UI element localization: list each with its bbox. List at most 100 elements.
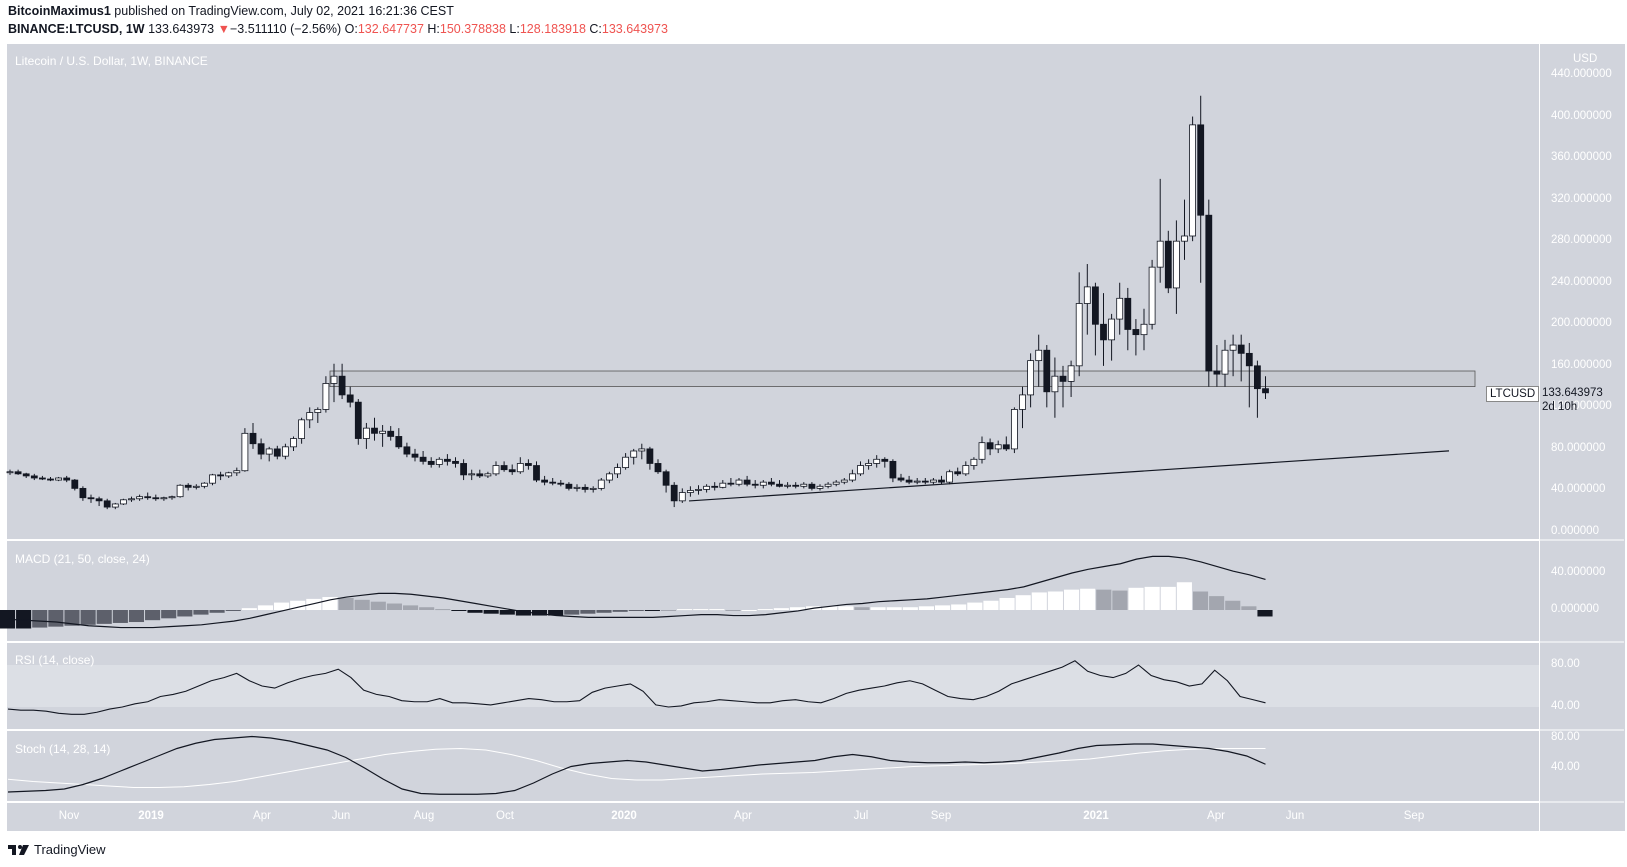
macd-bar (983, 600, 999, 610)
macd-bar (451, 610, 467, 611)
footer-brand[interactable]: TradingView (8, 842, 106, 857)
price-tick-label: 320.000000 (1551, 192, 1612, 205)
candle-up (1051, 375, 1059, 393)
macd-bar (951, 604, 967, 610)
candle-up (832, 481, 840, 485)
candle-up (6, 471, 14, 474)
macd-bar (693, 609, 709, 611)
candle-down (986, 442, 994, 450)
time-tick-label: Sep (930, 810, 952, 822)
candle-up (233, 470, 241, 474)
stoch-tick-label: 40.00 (1551, 761, 1580, 773)
macd-bar (596, 610, 612, 613)
candle-up (225, 472, 233, 477)
candle-down (257, 443, 265, 455)
candle-up (994, 444, 1002, 450)
macd-bar (1080, 588, 1096, 610)
candle-up (784, 484, 791, 487)
candle-up (379, 430, 387, 434)
candle-down (249, 432, 257, 445)
candle-up (265, 448, 273, 455)
candle-up (1140, 323, 1148, 336)
rsi-title: RSI (14, close) (15, 653, 95, 667)
candle-down (103, 500, 111, 508)
time-tick-label: Nov (58, 810, 80, 822)
candle-up (120, 499, 127, 505)
candle-down (395, 436, 403, 448)
author-name[interactable]: BitcoinMaximus1 (8, 4, 111, 18)
candle-down (662, 471, 670, 486)
macd-bar (1176, 582, 1192, 610)
candle-down (371, 427, 378, 434)
macd-histogram (0, 582, 1273, 629)
time-axis[interactable] (7, 803, 1539, 831)
candle-up (735, 479, 743, 485)
price-panel[interactable] (7, 44, 1539, 539)
macd-bar (789, 607, 806, 610)
macd-bar (548, 610, 564, 616)
macd-bar (435, 609, 451, 611)
macd-bar (1225, 600, 1241, 610)
low-label: L: (509, 22, 520, 36)
candle-down (39, 477, 46, 480)
macd-bar (1063, 589, 1080, 610)
candle-up (330, 375, 338, 384)
candle-up (1108, 318, 1115, 341)
candle-down (71, 479, 79, 489)
candle-down (411, 453, 419, 458)
candle-up (136, 496, 144, 500)
macd-bar (757, 609, 773, 611)
price-axis[interactable] (1539, 44, 1625, 831)
candle-up (1221, 349, 1229, 375)
macd-bar (902, 607, 918, 610)
candle-down (47, 478, 54, 481)
macd-bar (354, 599, 370, 610)
stoch-panel[interactable] (7, 731, 1539, 801)
symbol-info: BINANCE:LTCUSD, 1W 133.643973 ▼−3.511110… (8, 22, 668, 36)
candle-down (881, 458, 889, 462)
time-tick-label: Jun (331, 810, 351, 822)
candle-down (889, 460, 897, 479)
candle-down (954, 471, 962, 475)
candle-up (703, 485, 710, 490)
candle-down (87, 497, 95, 500)
candle-up (468, 473, 476, 476)
last-price: 133.643973 (148, 22, 215, 36)
rsi-tick-label: 40.00 (1551, 700, 1580, 712)
macd-bar (677, 609, 693, 611)
price-tick-label: 360.000000 (1551, 151, 1612, 164)
candle-up (1148, 266, 1156, 325)
stoch-tick-label: 80.00 (1551, 731, 1580, 743)
macd-bar (1112, 590, 1128, 610)
candle-down (1237, 344, 1245, 354)
candle-down (1100, 323, 1107, 341)
rsi-tick-label: 80.00 (1551, 658, 1580, 670)
candle-down (1132, 329, 1140, 336)
candle-down (581, 486, 589, 490)
macd-panel[interactable] (7, 541, 1539, 641)
stoch-d-line (7, 747, 1266, 788)
candle-up (176, 484, 184, 498)
candle-down (808, 483, 816, 489)
macd-bar (402, 605, 419, 610)
support-trendline (688, 450, 1450, 502)
candle-up (306, 412, 314, 421)
candle-up (128, 498, 135, 501)
macd-bar (838, 606, 854, 610)
macd-bar (64, 610, 80, 626)
candle-up (1189, 124, 1196, 237)
low-value: 128.183918 (519, 22, 586, 36)
candle-up (759, 481, 767, 486)
price-tick-label: 200.000000 (1551, 317, 1612, 330)
close-value: 133.643973 (601, 22, 668, 36)
candle-down (776, 483, 783, 487)
candle-down (533, 465, 540, 481)
candle-down (338, 375, 346, 396)
macd-bar (96, 610, 112, 624)
macd-bar (161, 610, 177, 619)
candle-down (387, 430, 395, 437)
macd-bar (80, 610, 96, 625)
rsi-band (7, 665, 1539, 707)
candle-up (281, 446, 289, 457)
candle-up (492, 465, 500, 475)
